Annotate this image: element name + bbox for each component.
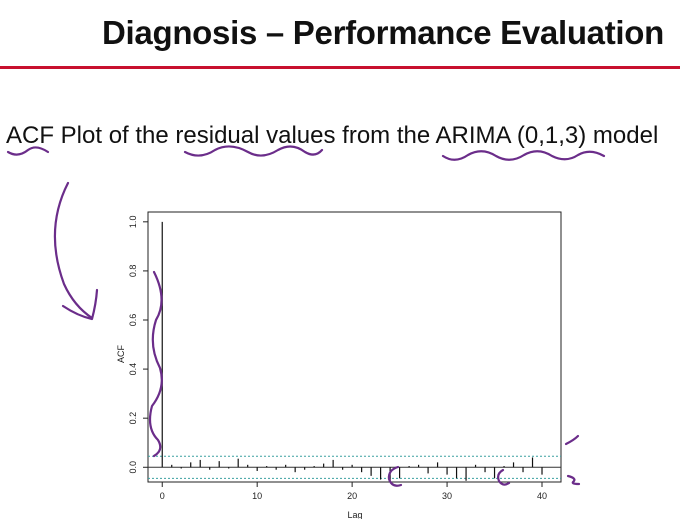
slide-subtitle: ACF Plot of the residual values from the… bbox=[6, 122, 659, 149]
tick-mark-upper bbox=[564, 434, 580, 446]
x-tick-label: 0 bbox=[160, 491, 165, 501]
y-tick-label: 0.4 bbox=[128, 363, 138, 376]
y-tick-label: 0.6 bbox=[128, 314, 138, 327]
x-tick-label: 20 bbox=[347, 491, 357, 501]
x-axis-label: Lag bbox=[347, 510, 362, 519]
handwritten-annotations bbox=[6, 145, 606, 487]
slide-title: Diagnosis – Performance Evaluation bbox=[102, 14, 664, 51]
circle-lag24 bbox=[387, 465, 403, 487]
arrow-head bbox=[61, 288, 99, 321]
chart-axes: 0 10 20 30 40 0.0 0.2 0.4 0.6 0.8 1.0 bbox=[128, 211, 562, 501]
y-axis-label: ACF bbox=[116, 344, 126, 363]
acf-bars bbox=[161, 221, 543, 482]
y-tick-label: 0.8 bbox=[128, 265, 138, 278]
x-tick-label: 40 bbox=[537, 491, 547, 501]
arrow-curve bbox=[53, 181, 94, 320]
underline-residual-values bbox=[183, 145, 324, 157]
lag0-squiggle bbox=[148, 270, 163, 458]
tick-mark-lower bbox=[566, 474, 581, 486]
circle-lag34 bbox=[497, 468, 511, 486]
y-tick-label: 0.0 bbox=[128, 461, 138, 474]
x-tick-label: 10 bbox=[252, 491, 262, 501]
y-tick-label: 0.2 bbox=[128, 412, 138, 425]
confidence-bounds bbox=[148, 455, 561, 479]
axis-labels: Lag ACF bbox=[116, 344, 363, 519]
plot-frame bbox=[147, 211, 562, 483]
title-underline bbox=[0, 66, 680, 69]
underline-acf bbox=[6, 146, 50, 156]
x-tick-label: 30 bbox=[442, 491, 452, 501]
underline-arima-model bbox=[441, 150, 606, 161]
y-tick-label: 1.0 bbox=[128, 216, 138, 229]
